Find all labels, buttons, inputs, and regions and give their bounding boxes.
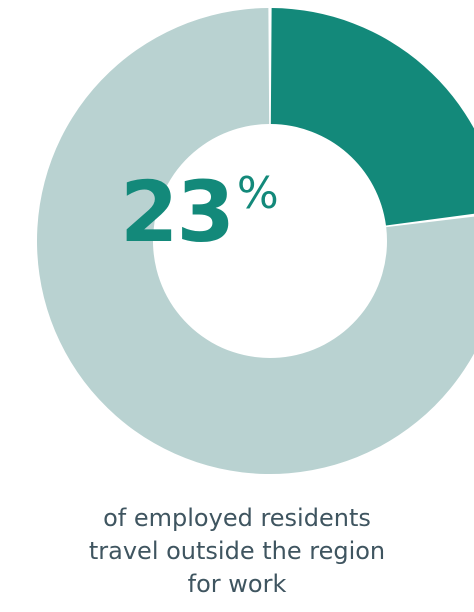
donut-slices bbox=[37, 8, 474, 474]
caption-line-2: travel outside the region bbox=[88, 537, 386, 565]
caption-line-1: of employed residents bbox=[103, 504, 371, 532]
headline-number: 23 bbox=[120, 163, 235, 261]
donut-chart: 23% bbox=[37, 8, 474, 474]
caption-line-3: for work bbox=[187, 570, 287, 598]
caption: of employed residents travel outside the… bbox=[0, 502, 474, 601]
slice-highlight bbox=[270, 8, 474, 226]
headline-unit: % bbox=[236, 168, 279, 219]
slice-remainder bbox=[37, 8, 474, 474]
center-label: 23% bbox=[120, 170, 420, 254]
donut-svg bbox=[37, 8, 474, 474]
